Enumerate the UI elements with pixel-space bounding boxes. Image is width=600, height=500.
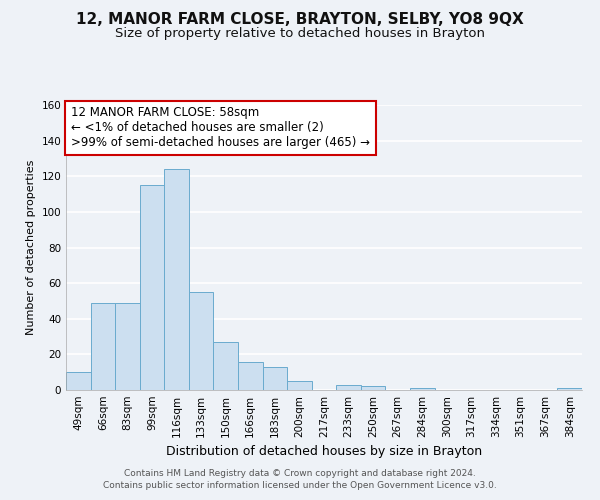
Bar bbox=[410, 388, 434, 390]
Bar bbox=[140, 185, 164, 390]
Text: Size of property relative to detached houses in Brayton: Size of property relative to detached ho… bbox=[115, 28, 485, 40]
Bar bbox=[336, 384, 361, 390]
Y-axis label: Number of detached properties: Number of detached properties bbox=[26, 160, 36, 335]
Bar bbox=[287, 381, 312, 390]
Bar bbox=[238, 362, 263, 390]
Bar bbox=[557, 388, 582, 390]
X-axis label: Distribution of detached houses by size in Brayton: Distribution of detached houses by size … bbox=[166, 446, 482, 458]
Text: 12, MANOR FARM CLOSE, BRAYTON, SELBY, YO8 9QX: 12, MANOR FARM CLOSE, BRAYTON, SELBY, YO… bbox=[76, 12, 524, 28]
Bar bbox=[164, 169, 189, 390]
Bar bbox=[263, 367, 287, 390]
Bar bbox=[66, 372, 91, 390]
Text: Contains HM Land Registry data © Crown copyright and database right 2024.: Contains HM Land Registry data © Crown c… bbox=[124, 468, 476, 477]
Bar bbox=[189, 292, 214, 390]
Text: Contains public sector information licensed under the Open Government Licence v3: Contains public sector information licen… bbox=[103, 481, 497, 490]
Bar bbox=[91, 302, 115, 390]
Bar bbox=[214, 342, 238, 390]
Bar bbox=[115, 302, 140, 390]
Text: 12 MANOR FARM CLOSE: 58sqm
← <1% of detached houses are smaller (2)
>99% of semi: 12 MANOR FARM CLOSE: 58sqm ← <1% of deta… bbox=[71, 106, 370, 150]
Bar bbox=[361, 386, 385, 390]
